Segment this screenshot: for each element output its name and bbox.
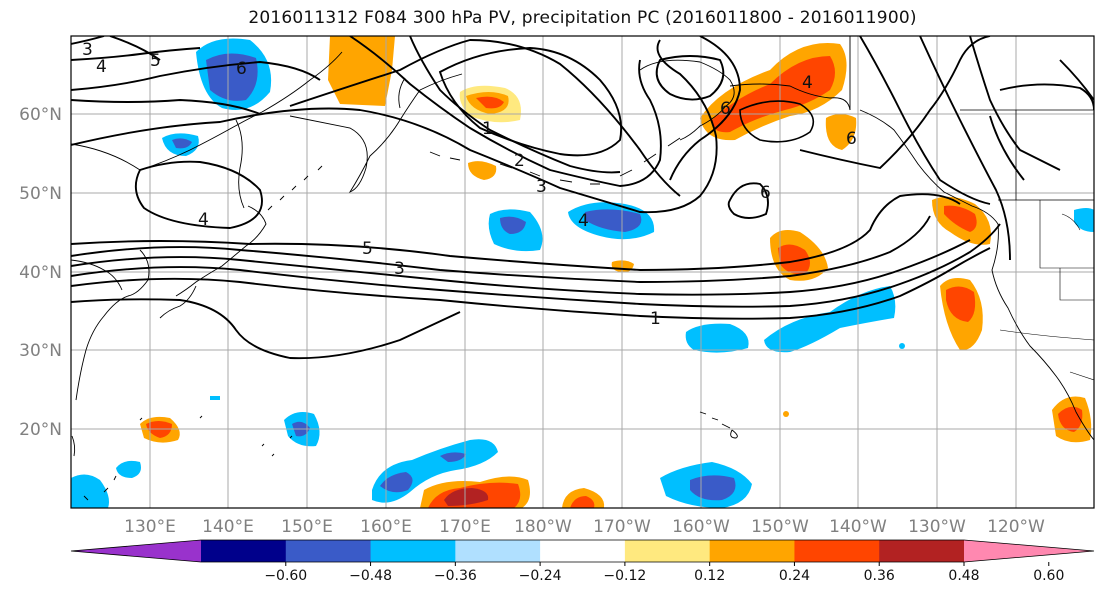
colorbar-tick-label: −0.24 bbox=[519, 568, 562, 584]
pv-label-2-north: 2 bbox=[514, 151, 525, 171]
pv-label-3-jet: 3 bbox=[394, 259, 405, 279]
colorbar-tick-label: 0.48 bbox=[948, 568, 979, 584]
colorbar-tick-label: −0.36 bbox=[434, 568, 477, 584]
longitude-labels: 130°E 140°E 150°E 160°E 170°E 180°W 170°… bbox=[124, 517, 1045, 537]
precip-positive-shading bbox=[140, 36, 1092, 508]
lon-label: 170°W bbox=[593, 517, 651, 537]
colorbar-tick-label: −0.12 bbox=[603, 568, 646, 584]
lon-label: 160°W bbox=[672, 517, 730, 537]
plot-frame bbox=[70, 35, 1095, 509]
colorbar-tick-label: 0.24 bbox=[779, 568, 810, 584]
colorbar-tick-label: 0.12 bbox=[694, 568, 725, 584]
lon-label: 120°W bbox=[987, 517, 1045, 537]
colorbar-swatch bbox=[879, 540, 965, 562]
colorbar-swatch bbox=[201, 540, 287, 562]
lon-label: 130°E bbox=[124, 517, 176, 537]
pv-label-3-nw: 3 bbox=[82, 40, 93, 60]
latitude-labels: 60°N 50°N 40°N 30°N 20°N bbox=[19, 105, 62, 440]
colorbar-swatch bbox=[624, 540, 711, 562]
colorbar: −0.60 −0.48 −0.36 −0.24 −0.12 0.12 0.24 0.36 0.4… bbox=[70, 539, 1095, 584]
lon-label: 140°W bbox=[829, 517, 887, 537]
pv-label-4-alaska: 4 bbox=[802, 73, 813, 93]
colorbar-outline bbox=[70, 539, 1095, 563]
pv-contours bbox=[71, 36, 1094, 360]
lat-label: 20°N bbox=[19, 420, 62, 440]
colorbar-tick-label: −0.60 bbox=[264, 568, 307, 584]
lon-label: 130°W bbox=[908, 517, 966, 537]
lat-label: 40°N bbox=[19, 263, 62, 283]
lon-label: 170°E bbox=[439, 517, 491, 537]
lon-label: 160°E bbox=[360, 517, 412, 537]
pv-label-4-nw: 4 bbox=[96, 57, 107, 77]
colorbar-swatch bbox=[794, 540, 880, 562]
lon-label: 140°E bbox=[202, 517, 254, 537]
map-title: 2016011312 F084 300 hPa PV, precipitatio… bbox=[248, 8, 917, 28]
pv-label-4-japan: 4 bbox=[198, 210, 209, 230]
colorbar-swatch bbox=[709, 540, 795, 562]
pv-label-5-jet: 5 bbox=[362, 239, 373, 259]
pv-label-1-north: 1 bbox=[482, 119, 493, 139]
pv-label-4-central: 4 bbox=[578, 211, 589, 231]
pv-label-6-alaska: 6 bbox=[720, 99, 731, 119]
colorbar-swatch bbox=[540, 540, 626, 562]
pv-label-3-north: 3 bbox=[536, 177, 547, 197]
lat-label: 50°N bbox=[19, 184, 62, 204]
lat-label: 60°N bbox=[19, 105, 62, 125]
pv-label-6-east-low: 6 bbox=[760, 183, 771, 203]
colorbar-extend-min bbox=[71, 540, 201, 562]
colorbar-extend-max bbox=[964, 540, 1094, 562]
lon-label: 150°W bbox=[751, 517, 809, 537]
pv-label-1-jet: 1 bbox=[650, 309, 661, 329]
lon-label: 150°E bbox=[281, 517, 333, 537]
colorbar-tick-label: 0.60 bbox=[1033, 568, 1064, 584]
colorbar-tick-label: 0.36 bbox=[864, 568, 895, 584]
lat-label: 30°N bbox=[19, 341, 62, 361]
lon-label: 180°W bbox=[514, 517, 572, 537]
pv-label-6-west: 6 bbox=[236, 59, 247, 79]
colorbar-swatch bbox=[285, 540, 372, 562]
colorbar-tick-label: −0.48 bbox=[349, 568, 392, 584]
pv-label-5-nw: 5 bbox=[150, 51, 161, 71]
colorbar-swatch bbox=[455, 540, 541, 562]
pv-contour-labels: 3 4 5 6 4 5 3 1 1 2 3 4 6 4 6 6 bbox=[82, 40, 857, 329]
pv-label-6-gulf: 6 bbox=[846, 129, 857, 149]
coastlines bbox=[71, 36, 1094, 501]
graticule bbox=[71, 36, 1094, 508]
precip-negative-shading bbox=[71, 38, 1094, 508]
colorbar-swatch bbox=[370, 540, 456, 562]
